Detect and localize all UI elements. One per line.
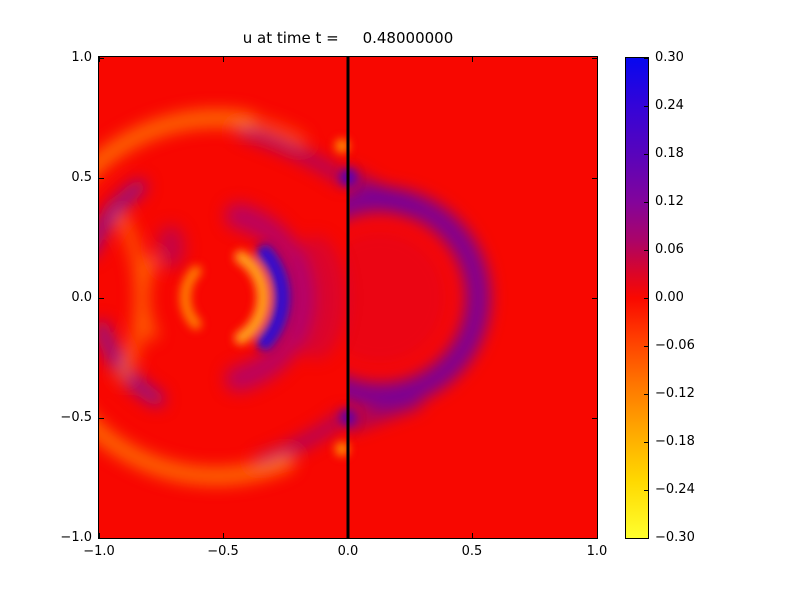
colorbar-tick bbox=[644, 58, 648, 59]
interface-line bbox=[346, 57, 350, 538]
y-tick-label: 1.0 bbox=[71, 50, 92, 65]
wave-feature bbox=[99, 179, 147, 249]
plot-area bbox=[98, 56, 598, 539]
colorbar-tick-label: −0.06 bbox=[655, 338, 695, 353]
plot-title: u at time t = 0.48000000 bbox=[242, 29, 454, 47]
colorbar-tick bbox=[644, 442, 648, 443]
colorbar-gradient bbox=[626, 58, 648, 538]
wave-feature bbox=[99, 109, 256, 174]
heatmap-field bbox=[99, 57, 597, 538]
wave-feature bbox=[236, 124, 350, 186]
colorbar-tick-label: −0.18 bbox=[655, 434, 695, 449]
y-tick-label: −1.0 bbox=[60, 530, 92, 545]
colorbar-tick bbox=[644, 346, 648, 347]
colorbar-tick-label: 0.30 bbox=[655, 50, 684, 65]
wave-feature bbox=[350, 168, 418, 216]
colorbar-tick-label: −0.24 bbox=[655, 482, 695, 497]
colorbar-tick-label: 0.18 bbox=[655, 146, 684, 161]
wave-feature bbox=[350, 229, 448, 366]
y-tick-right bbox=[592, 178, 597, 179]
y-tick-left bbox=[99, 298, 104, 299]
y-tick-label: 0.5 bbox=[71, 170, 92, 185]
x-tick-label: −1.0 bbox=[83, 544, 115, 559]
y-tick-right bbox=[592, 418, 597, 419]
y-tick-label: −0.5 bbox=[60, 410, 92, 425]
y-tick-left bbox=[99, 58, 104, 59]
colorbar-tick-label: −0.12 bbox=[655, 386, 695, 401]
y-tick-label: 0.0 bbox=[71, 290, 92, 305]
colorbar-tick bbox=[644, 106, 648, 107]
x-tick-label: 0.0 bbox=[337, 544, 359, 559]
x-tick-label: 0.5 bbox=[461, 544, 483, 559]
colorbar-tick bbox=[644, 154, 648, 155]
x-tick-bottom bbox=[597, 533, 598, 538]
wave-feature bbox=[136, 255, 158, 340]
x-tick-label: −0.5 bbox=[207, 544, 239, 559]
y-tick-right bbox=[592, 538, 597, 539]
y-tick-left bbox=[99, 178, 104, 179]
wave-feature bbox=[157, 225, 185, 269]
x-tick-top bbox=[99, 57, 100, 62]
wave-feature bbox=[286, 235, 346, 360]
x-tick-top bbox=[223, 57, 224, 62]
y-tick-left bbox=[99, 418, 104, 419]
x-tick-bottom bbox=[223, 533, 224, 538]
wave-feature bbox=[256, 244, 291, 351]
wave-feature bbox=[335, 442, 349, 456]
colorbar-tick-label: 0.12 bbox=[655, 194, 684, 209]
x-tick-bottom bbox=[348, 533, 349, 538]
colorbar-tick-label: 0.06 bbox=[655, 242, 684, 257]
wave-feature bbox=[254, 410, 350, 468]
x-tick-top bbox=[597, 57, 598, 62]
colorbar-tick-label: 0.24 bbox=[655, 98, 684, 113]
colorbar-tick bbox=[644, 202, 648, 203]
wave-feature bbox=[240, 114, 307, 147]
wave-feature bbox=[234, 250, 270, 345]
x-tick-top bbox=[348, 57, 349, 62]
colorbar-tick bbox=[644, 394, 648, 395]
colorbar-tick bbox=[644, 298, 648, 299]
y-tick-right bbox=[592, 298, 597, 299]
y-tick-right bbox=[592, 58, 597, 59]
wave-feature bbox=[350, 396, 422, 432]
x-tick-bottom bbox=[99, 533, 100, 538]
wave-feature bbox=[179, 265, 202, 330]
colorbar-tick-label: −0.30 bbox=[655, 530, 695, 545]
colorbar-tick bbox=[644, 250, 648, 251]
colorbar-tick bbox=[644, 490, 648, 491]
x-tick-top bbox=[472, 57, 473, 62]
colorbar bbox=[625, 57, 649, 539]
y-tick-left bbox=[99, 538, 104, 539]
x-tick-bottom bbox=[472, 533, 473, 538]
colorbar-tick-label: 0.00 bbox=[655, 290, 684, 305]
x-tick-label: 1.0 bbox=[586, 544, 608, 559]
wave-feature bbox=[99, 420, 295, 485]
wave-feature bbox=[335, 139, 349, 153]
colorbar-tick bbox=[644, 538, 648, 539]
